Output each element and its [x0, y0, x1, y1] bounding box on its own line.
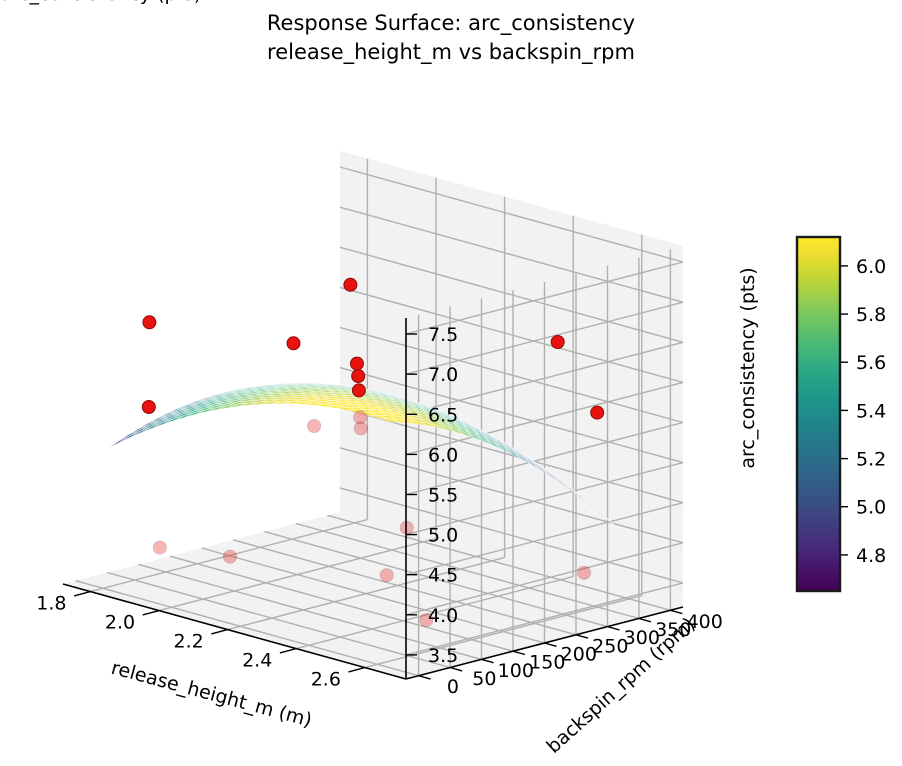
scatter-point: [351, 369, 366, 384]
x-tick-label: 2.6: [311, 669, 341, 691]
colorbar-tick-label: 4.8: [856, 545, 886, 567]
colorbar: 4.8 5.0 5.2 5.4 5.6 5.8 6.0: [795, 235, 886, 593]
colorbar-tick-label: 5.6: [856, 352, 886, 374]
z-tick-label: 5.0: [428, 525, 458, 547]
z-tick-label: 4.5: [428, 565, 458, 587]
scatter-point: [353, 421, 368, 436]
y-tick-label: 350: [655, 619, 691, 641]
scatter-point: [307, 419, 322, 433]
y-tick-label: 0: [447, 676, 459, 698]
colorbar-tick-label: 5.0: [856, 497, 886, 519]
y-tick-label: 400: [687, 611, 723, 633]
scatter-point: [419, 613, 434, 628]
y-tick-label: 50: [472, 668, 496, 690]
z-tick-label: 6.5: [428, 404, 458, 426]
plot-title-line2: release_height_m vs backspin_rpm: [267, 40, 635, 65]
scatter-point: [223, 549, 237, 564]
scatter-point: [350, 356, 364, 371]
scatter-point: [379, 568, 394, 583]
x-tick-label: 2.2: [173, 631, 203, 653]
z-tick-label: 4.0: [428, 605, 458, 627]
y-tick-label: 300: [624, 627, 660, 649]
colorbar-tick-label: 6.0: [856, 256, 886, 278]
plot-title-line1: Response Surface: arc_consistency: [267, 11, 635, 36]
scatter-point: [590, 405, 605, 420]
colorbar-title: arc_consistency (pts): [0, 0, 201, 5]
scatter-point: [351, 383, 366, 398]
scatter-point: [343, 277, 358, 292]
z-tick-label: 7.5: [428, 324, 458, 346]
z-tick-label: 5.5: [428, 485, 458, 507]
x-tick-label: 1.8: [36, 593, 66, 615]
scatter-point: [141, 400, 156, 414]
z-tick-label: 7.0: [428, 364, 458, 386]
z-axis-title: arc_consistency (pts): [737, 267, 759, 468]
scatter-point: [353, 410, 368, 425]
axes-spines: [62, 318, 684, 680]
z-tick-label: 6.0: [428, 444, 458, 466]
y-tick-label: 200: [561, 644, 597, 666]
colorbar-tick-label: 5.8: [856, 304, 886, 326]
observed-scatter-points: [141, 277, 605, 628]
scatter-point: [142, 315, 157, 330]
scatter-point: [550, 335, 565, 349]
colorbar-tick-label: 5.4: [856, 400, 886, 422]
colorbar-gradient: [795, 235, 842, 593]
z-tick-label: 3.5: [428, 645, 458, 667]
x-tick-label: 2.0: [105, 612, 135, 634]
scatter-point: [286, 336, 301, 351]
axes-gridlines: [75, 158, 684, 677]
scatter-point: [577, 565, 592, 580]
y-tick-label: 100: [498, 660, 534, 682]
y-tick-label: 250: [592, 635, 628, 657]
scatter-point: [152, 540, 167, 555]
response-surface-mesh: [109, 382, 637, 546]
y-tick-label: 150: [529, 652, 565, 674]
x-tick-label: 2.4: [242, 650, 272, 672]
colorbar-tick-label: 5.2: [856, 449, 886, 471]
